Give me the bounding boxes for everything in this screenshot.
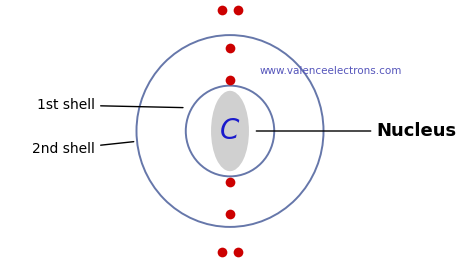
- Ellipse shape: [211, 91, 249, 171]
- Text: Nucleus: Nucleus: [256, 122, 456, 140]
- Text: 1st shell: 1st shell: [37, 98, 183, 112]
- Text: 2nd shell: 2nd shell: [32, 142, 134, 156]
- Text: C: C: [220, 117, 240, 145]
- Text: www.valenceelectrons.com: www.valenceelectrons.com: [259, 66, 402, 77]
